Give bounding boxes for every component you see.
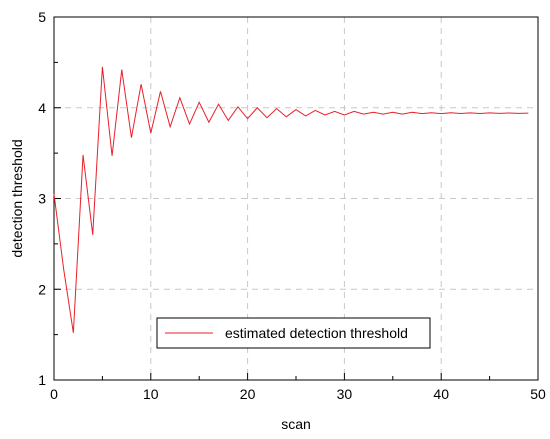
x-tick-label: 20	[240, 386, 256, 402]
x-tick-label: 0	[50, 386, 58, 402]
y-tick-label: 4	[38, 100, 46, 116]
y-tick-label: 3	[38, 191, 46, 207]
legend-label: estimated detection threshold	[225, 325, 408, 341]
y-tick-label: 5	[38, 9, 46, 25]
x-tick-label: 40	[433, 386, 449, 402]
y-tick-label: 2	[38, 281, 46, 297]
y-axis-label: detection threshold	[9, 139, 25, 257]
x-tick-label: 50	[530, 386, 546, 402]
series-line	[53, 66, 529, 333]
legend-box	[156, 317, 431, 349]
x-tick-label: 30	[337, 386, 353, 402]
y-tick-label: 1	[38, 372, 46, 388]
x-axis-label: scan	[281, 416, 311, 432]
x-tick-label: 10	[143, 386, 159, 402]
